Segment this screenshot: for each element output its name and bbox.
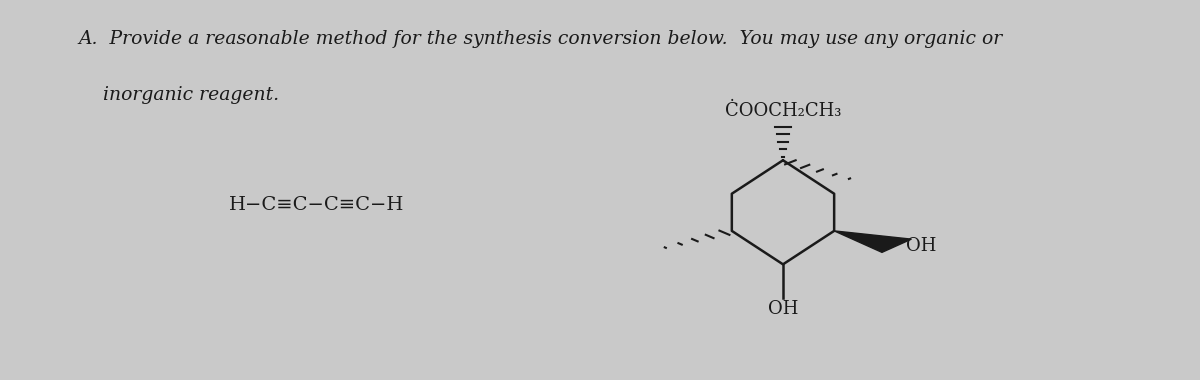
Text: ĊOOCH₂CH₃: ĊOOCH₂CH₃ <box>725 103 841 120</box>
Text: A.  Provide a reasonable method for the synthesis conversion below.  You may use: A. Provide a reasonable method for the s… <box>78 30 1002 48</box>
Polygon shape <box>834 231 911 252</box>
Text: OH: OH <box>906 237 936 255</box>
Text: inorganic reagent.: inorganic reagent. <box>103 86 280 104</box>
Text: OH: OH <box>768 300 798 318</box>
Text: H−C≡C−C≡C−H: H−C≡C−C≡C−H <box>229 196 404 214</box>
